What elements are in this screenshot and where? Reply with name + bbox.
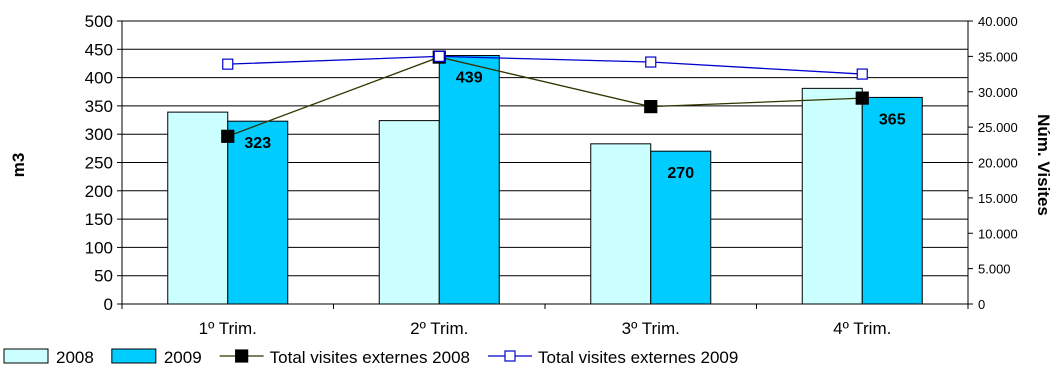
legend-swatch <box>111 348 157 364</box>
legend-item: 2009 <box>111 348 202 367</box>
data-labels: 323 439 270 365 <box>244 70 905 183</box>
y-tick-label: 400 <box>85 69 113 88</box>
line-total-visites-externes-2009 <box>227 55 863 75</box>
y2-tick-label: 30.000 <box>978 85 1018 100</box>
y-tick-label: 350 <box>85 97 113 116</box>
y-tick-label: 500 <box>85 12 113 31</box>
bar-2009 <box>438 55 500 305</box>
line-point-marker <box>855 91 869 105</box>
y2-tick-label: 5.000 <box>978 262 1011 277</box>
y-tick-label: 100 <box>85 238 113 257</box>
x-tick-label: 4º Trim. <box>833 319 891 338</box>
data-label: 365 <box>879 111 906 128</box>
legend-marker <box>235 349 249 363</box>
y2-tick-label: 20.000 <box>978 156 1018 171</box>
y2-tick-label: 25.000 <box>978 120 1018 135</box>
y2-tick-label: 0 <box>978 297 985 312</box>
bar-2008 <box>801 87 863 305</box>
y2-tick-label: 40.000 <box>978 14 1018 29</box>
y2-tick-label: 10.000 <box>978 226 1018 241</box>
x-tick-label: 3º Trim. <box>622 319 680 338</box>
bar-2008 <box>378 120 440 305</box>
y-tick-label: 0 <box>104 295 113 314</box>
y2-axis-title: Núm. Visites <box>1034 114 1053 216</box>
legend-item: Total visites externes 2008 <box>219 348 470 367</box>
y2-tick-label: 35.000 <box>978 49 1018 64</box>
line-point-marker <box>856 68 868 80</box>
line-total-visites-externes-2008 <box>227 56 863 137</box>
data-label: 439 <box>456 70 483 87</box>
legend-label: Total visites externes 2008 <box>270 348 470 367</box>
legend-label: 2008 <box>56 348 94 367</box>
line-point-marker <box>222 58 234 70</box>
y-tick-label: 150 <box>85 210 113 229</box>
bars <box>167 55 923 305</box>
y-tick-label: 200 <box>85 182 113 201</box>
lines <box>221 50 869 143</box>
data-label: 323 <box>244 135 271 152</box>
bar-2008 <box>167 111 229 305</box>
legend-label: 2009 <box>164 348 202 367</box>
y-axis-title: m3 <box>9 153 28 178</box>
bar-2008 <box>590 143 652 305</box>
y-tick-label: 300 <box>85 125 113 144</box>
legend-swatch <box>3 348 49 364</box>
legend-label: Total visites externes 2009 <box>538 348 738 367</box>
data-label: 270 <box>667 165 694 182</box>
legend-marker <box>504 350 516 362</box>
bar-2009 <box>650 150 712 305</box>
legend: 2008 2009 Total visites externes 2008 Total… <box>3 348 738 367</box>
y-tick-label: 450 <box>85 40 113 59</box>
line-point-marker <box>433 50 445 62</box>
x-tick-label: 1º Trim. <box>199 319 257 338</box>
axes: 0 50 100 150 200 250 300 350 400 450 500 0 5.000 10.0… <box>85 12 1018 338</box>
y-tick-label: 50 <box>94 267 113 286</box>
bar-2009 <box>227 120 289 305</box>
legend-item: Total visites externes 2009 <box>488 348 738 367</box>
legend-item: 2008 <box>3 348 94 367</box>
line-point-marker <box>644 100 658 114</box>
line-point-marker <box>221 129 235 143</box>
x-tick-label: 2º Trim. <box>410 319 468 338</box>
y2-tick-label: 15.000 <box>978 191 1018 206</box>
y-tick-label: 250 <box>85 154 113 173</box>
line-point-marker <box>645 56 657 68</box>
